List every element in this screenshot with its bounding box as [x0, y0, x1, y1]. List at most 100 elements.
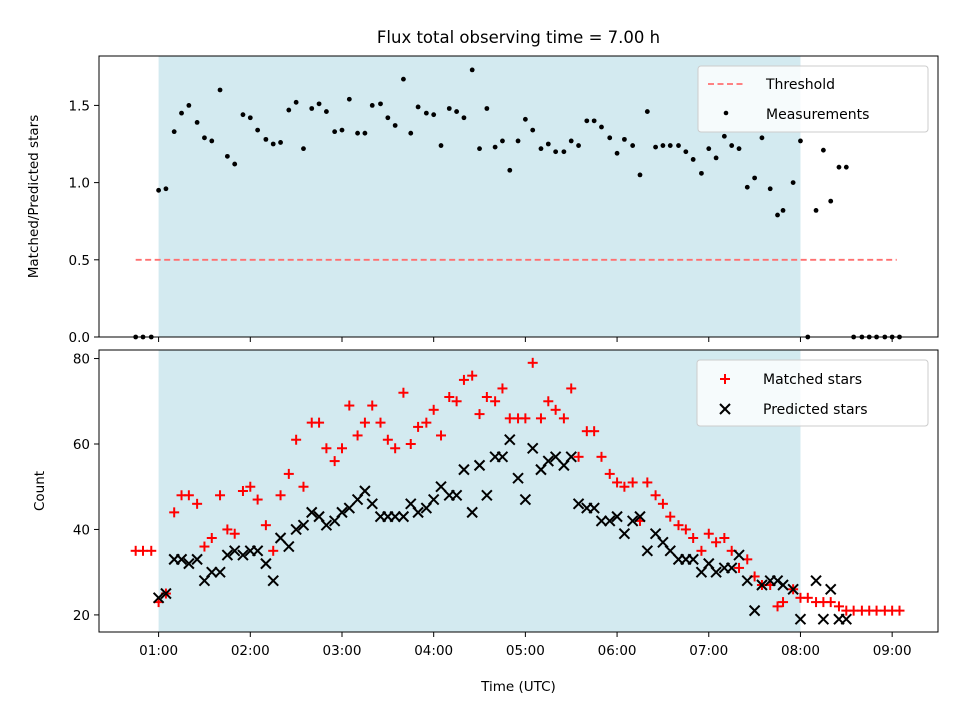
measurement-point — [209, 138, 215, 144]
measurement-point — [477, 146, 482, 152]
predicted-star-point-b — [496, 451, 509, 463]
predicted-star-point — [366, 498, 378, 510]
predicted-star-point — [397, 510, 410, 523]
predicted-star-point-b — [817, 613, 830, 625]
predicted-star-point — [787, 583, 799, 595]
matched-star-point — [192, 498, 203, 509]
matched-star-point — [275, 490, 286, 501]
matched-star-point — [673, 520, 684, 531]
predicted-star-point — [160, 587, 172, 600]
predicted-star-point — [817, 613, 830, 625]
legend-matched-swatch — [720, 374, 730, 384]
predicted-star-point-b — [313, 510, 325, 523]
predicted-star-point — [466, 506, 478, 519]
measurement-point — [545, 141, 551, 147]
matched-star-point — [894, 605, 905, 616]
measurement-point — [736, 146, 742, 152]
x-tick-label: 09:00 — [873, 643, 912, 659]
measurement-point — [156, 187, 162, 193]
measurement-point — [401, 76, 406, 82]
matched-star-point — [444, 392, 455, 402]
matched-star-point — [260, 520, 271, 531]
measurement-point — [576, 143, 581, 148]
predicted-star-point — [274, 532, 287, 544]
legend-threshold-label: Threshold — [765, 77, 835, 93]
measurement-point — [729, 143, 735, 148]
measurement-point — [530, 127, 536, 133]
predicted-star-point-b — [206, 566, 218, 578]
measurement-point — [759, 135, 765, 141]
matched-star-point — [734, 562, 745, 573]
measurement-point — [171, 129, 177, 135]
x-tick-label: 04:00 — [414, 643, 453, 659]
observing-window-shade — [158, 56, 801, 337]
predicted-star-point — [450, 489, 463, 501]
measurement-point — [767, 186, 773, 192]
matched-star-point — [283, 468, 294, 479]
measurement-point — [217, 87, 223, 93]
predicted-star-point — [297, 519, 310, 531]
predicted-star-point-b — [595, 515, 608, 527]
matched-star-point — [314, 417, 325, 428]
predicted-star-point — [290, 523, 302, 536]
predicted-star-point — [267, 575, 279, 587]
predicted-star-point-b — [810, 575, 822, 587]
matched-star-point — [458, 374, 469, 385]
predicted-star-point — [733, 549, 745, 561]
predicted-star-point-b — [160, 587, 172, 600]
predicted-star-point-b — [748, 604, 761, 617]
x-tick-label: 05:00 — [506, 643, 545, 659]
matched-star-point — [268, 545, 279, 556]
predicted-star-point-b — [542, 455, 555, 467]
measurement-points — [133, 67, 902, 340]
predicted-star-point-b — [405, 498, 417, 510]
measurement-point — [644, 109, 650, 114]
x-tick-label: 03:00 — [323, 643, 362, 659]
matched-star-point — [398, 387, 409, 398]
matched-star-point — [619, 481, 630, 492]
predicted-star-point — [214, 566, 226, 578]
matched-star-point — [336, 443, 347, 454]
predicted-star-point-b — [481, 489, 493, 501]
predicted-star-point-b — [641, 545, 654, 557]
measurement-point — [240, 112, 246, 118]
matched-star-point — [146, 545, 157, 556]
measurement-point — [561, 149, 567, 155]
x-tick-label: 08:00 — [781, 643, 820, 659]
top-y-ticks: 0.0 0.5 1.0 1.5 — [69, 98, 99, 346]
matched-star-point — [642, 477, 653, 488]
matched-star-point — [405, 439, 416, 449]
matched-star-point — [535, 413, 546, 424]
bottom-y-ticks: 20 40 60 80 — [73, 352, 99, 624]
predicted-star-point — [191, 553, 203, 566]
matched-star-point — [169, 507, 180, 518]
predicted-star-point — [221, 549, 234, 561]
measurement-point — [798, 138, 803, 144]
predicted-star-point-b — [618, 528, 631, 540]
predicted-star-point-b — [343, 502, 356, 514]
matched-star-point — [298, 481, 309, 492]
measurement-point — [607, 135, 613, 141]
ratio-panel-frame — [98, 55, 939, 338]
predicted-star-point — [618, 528, 631, 540]
measurement-point — [775, 212, 780, 218]
matched-star-point — [229, 528, 240, 539]
predicted-star-point — [588, 502, 600, 514]
matched-star-point — [344, 400, 355, 411]
predicted-star-point — [825, 583, 837, 595]
matched-star-point — [413, 421, 424, 432]
x-tick-label: 01:00 — [139, 643, 178, 659]
predicted-star-point — [756, 579, 768, 591]
matched-star-point — [436, 430, 447, 441]
measurement-point — [780, 207, 786, 213]
measurement-point — [484, 106, 490, 111]
predicted-star-point — [435, 481, 447, 493]
legend-matched-marker — [720, 374, 730, 384]
predicted-star-point — [473, 459, 486, 472]
matched-star-point — [490, 396, 501, 407]
matched-star-point — [367, 400, 378, 411]
measurement-point — [553, 149, 559, 155]
matched-star-point — [199, 541, 210, 552]
predicted-star-point — [512, 472, 524, 484]
predicted-star-point-b — [572, 498, 585, 510]
